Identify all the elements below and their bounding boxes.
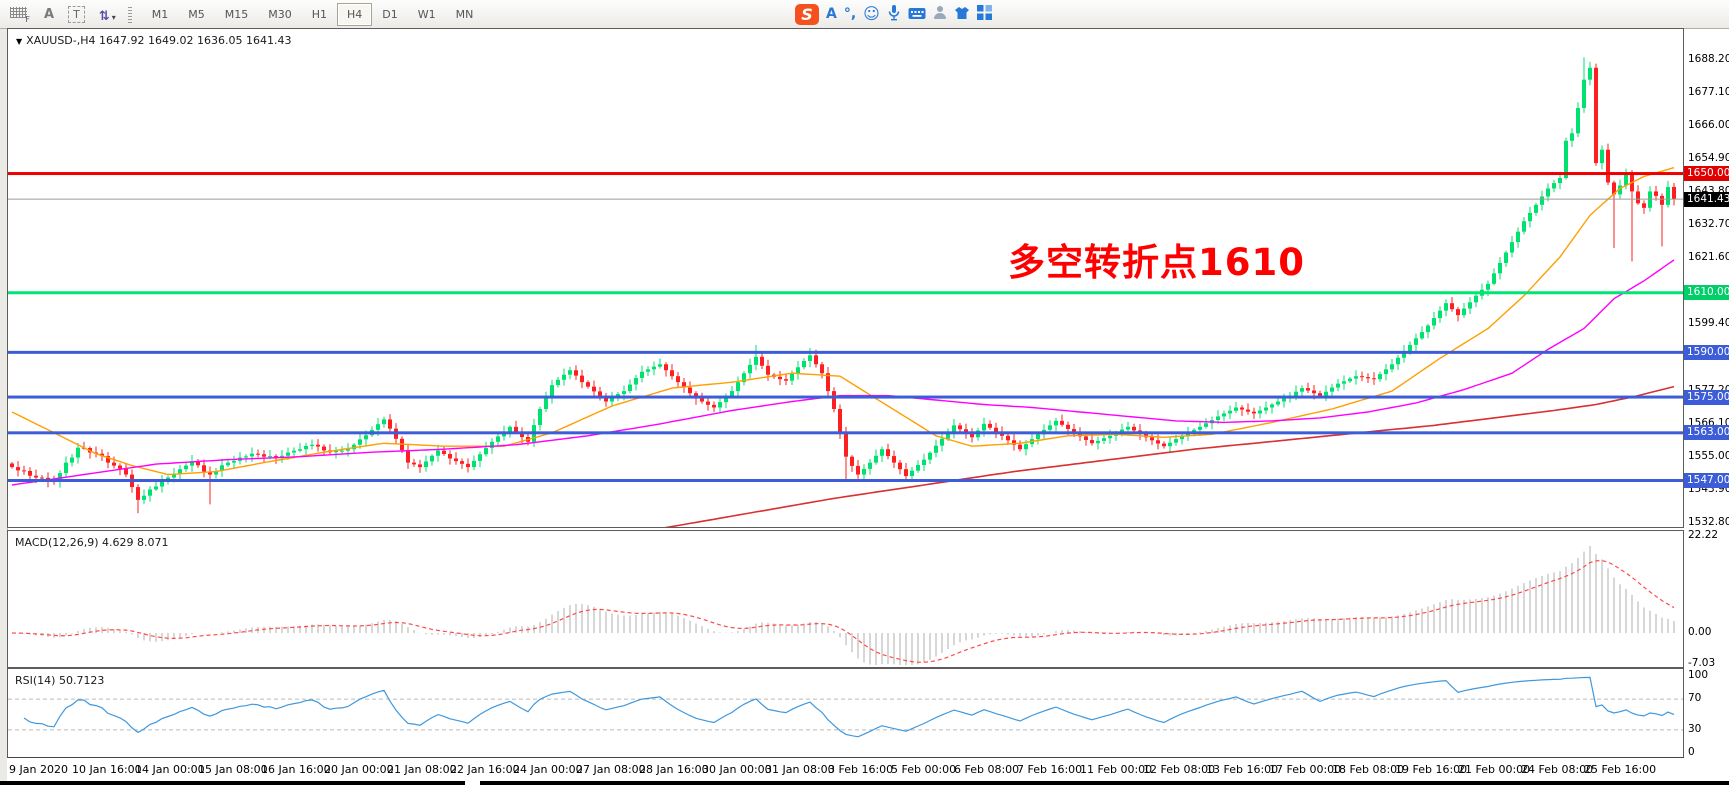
symbol-ohlc-text: XAUUSD-,H4 1647.92 1649.02 1636.05 1641.… <box>26 34 292 47</box>
ime-skin-icon[interactable] <box>954 5 970 24</box>
price-level-badge: 1641.43 <box>1684 191 1729 207</box>
tab-timeframe-m15[interactable]: M15 <box>224 7 249 21</box>
price-tick-label: 1677.10 <box>1688 85 1729 98</box>
rsi-axis-label: 0 <box>1688 746 1695 758</box>
tab-timeframe-h1[interactable]: H1 <box>311 7 327 21</box>
tab-timeframe-w1[interactable]: W1 <box>417 7 436 21</box>
time-axis-label: 17 Feb 00:00 <box>1269 763 1342 776</box>
time-axis-label: 10 Jan 16:00 <box>72 763 142 776</box>
price-level-badge: 1547.00 <box>1684 473 1729 488</box>
macd-chart[interactable] <box>8 531 1683 667</box>
rsi-label: RSI(14) 50.7123 <box>15 674 105 687</box>
time-axis-label: 21 Feb 00:00 <box>1458 763 1531 776</box>
time-axis-label: 22 Jan 16:00 <box>450 763 520 776</box>
horizontal-scrollbar-left[interactable] <box>0 781 465 785</box>
price-level-badge: 1650.00 <box>1684 166 1729 182</box>
time-axis-label: 31 Jan 08:00 <box>765 763 835 776</box>
time-axis-label: 25 Feb 16:00 <box>1584 763 1657 776</box>
macd-pane: MACD(12,26,9) 4.629 8.071 <box>7 530 1684 668</box>
tab-timeframe-m30[interactable]: M30 <box>268 7 292 21</box>
arrange-charts-button[interactable]: ⇅ ▾ <box>99 5 116 24</box>
macd-axis-label: 0.00 <box>1688 626 1712 638</box>
tab-timeframe-mn[interactable]: MN <box>455 7 474 21</box>
macd-axis-label: 22.22 <box>1688 528 1719 541</box>
ime-emoji-icon[interactable]: ☺ <box>863 4 880 23</box>
timeframe-button-group: M1 M5 M15 M30 H1 H4 D1 W1 MN <box>142 2 484 26</box>
symbol-ohlc-readout[interactable]: ▼ XAUUSD-,H4 1647.92 1649.02 1636.05 1641… <box>16 34 291 47</box>
toolbar-separator <box>127 5 132 23</box>
time-axis-label: 13 Feb 16:00 <box>1206 763 1279 776</box>
price-tick-label: 1632.70 <box>1688 218 1729 231</box>
grid-properties-icon[interactable]: F <box>10 6 30 24</box>
time-axis-label: 24 Feb 08:00 <box>1521 763 1594 776</box>
time-axis-label: 6 Feb 08:00 <box>954 763 1020 776</box>
price-tick-label: 1599.40 <box>1688 317 1729 330</box>
time-axis-label: 21 Jan 08:00 <box>387 763 457 776</box>
grid-dots-icon <box>10 6 27 18</box>
time-axis-label: 28 Jan 16:00 <box>639 763 709 776</box>
macd-axis-label: -7.03 <box>1688 656 1716 669</box>
chevron-down-icon: ▾ <box>111 12 116 22</box>
time-axis-label: 7 Feb 16:00 <box>1017 763 1083 776</box>
tab-timeframe-h4[interactable]: H4 <box>337 2 373 26</box>
rsi-axis-label: 70 <box>1688 692 1702 705</box>
tab-timeframe-m1[interactable]: M1 <box>151 7 169 21</box>
macd-label: MACD(12,26,9) 4.629 8.071 <box>15 536 169 549</box>
ma-fast-orange <box>11 166 1675 476</box>
grid-f-label: F <box>25 14 30 24</box>
rsi-pane: RSI(14) 50.7123 <box>7 668 1684 758</box>
price-tick-label: 1621.60 <box>1688 251 1729 264</box>
time-axis-label: 16 Jan 16:00 <box>261 763 331 776</box>
main-chart-pane: ▼ XAUUSD-,H4 1647.92 1649.02 1636.05 1641… <box>7 28 1684 528</box>
time-axis-label: 12 Feb 08:00 <box>1143 763 1216 776</box>
time-axis-label: 15 Jan 08:00 <box>198 763 268 776</box>
ime-account-icon[interactable] <box>933 5 947 24</box>
horizontal-scrollbar-right[interactable] <box>480 781 1729 785</box>
top-toolbar: F A T ⇅ ▾ M1 M5 M15 M30 H1 H4 D1 W1 MN S A °, ☺ <box>0 0 1729 29</box>
price-level-badge: 1575.00 <box>1684 389 1729 405</box>
price-level-badge: 1610.00 <box>1684 285 1729 301</box>
price-axis[interactable]: 1688.201677.101666.001654.901643.801632.… <box>1684 29 1729 780</box>
price-level-badge: 1590.00 <box>1684 344 1729 360</box>
time-axis-label: 5 Feb 00:00 <box>891 763 957 776</box>
rsi-axis-label: 30 <box>1688 722 1702 735</box>
time-axis-label: 3 Feb 16:00 <box>828 763 894 776</box>
ime-microphone-icon[interactable] <box>887 4 901 25</box>
ime-language-icon[interactable]: A <box>826 6 837 22</box>
price-tick-label: 1666.00 <box>1688 118 1729 131</box>
symbol-dropdown-icon[interactable]: ▼ <box>16 37 23 46</box>
ime-keyboard-icon[interactable] <box>908 5 926 24</box>
price-tick-label: 1555.00 <box>1688 449 1729 462</box>
candlestick-chart[interactable] <box>8 29 1683 527</box>
ma-slow-red <box>664 385 1675 527</box>
arrange-arrows-icon: ⇅ <box>98 8 110 24</box>
time-axis[interactable]: 9 Jan 2020 10 Jan 16:00 14 Jan 00:00 15 Jan… <box>7 757 1684 781</box>
ime-apps-grid-icon[interactable] <box>976 4 992 24</box>
price-tick-label: 1532.80 <box>1688 515 1729 528</box>
price-tick-label: 1654.90 <box>1688 151 1729 164</box>
price-tick-label: 1688.20 <box>1688 52 1729 65</box>
time-axis-label: 20 Jan 00:00 <box>324 763 394 776</box>
time-axis-label: 19 Feb 16:00 <box>1395 763 1468 776</box>
time-axis-label: 11 Feb 00:00 <box>1080 763 1153 776</box>
time-axis-label: 24 Jan 00:00 <box>513 763 583 776</box>
font-a-button[interactable]: A <box>44 6 55 22</box>
tab-timeframe-m5[interactable]: M5 <box>188 7 205 21</box>
rsi-chart[interactable] <box>8 669 1683 757</box>
time-axis-label: 18 Feb 08:00 <box>1332 763 1405 776</box>
rsi-axis-label: 100 <box>1688 669 1709 681</box>
time-axis-label: 27 Jan 08:00 <box>576 763 646 776</box>
time-axis-label: 9 Jan 2020 <box>9 763 68 776</box>
time-axis-label: 14 Jan 00:00 <box>135 763 205 776</box>
chart-annotation: 多空转折点1610 <box>1008 241 1305 284</box>
text-label-button[interactable]: T <box>68 5 85 23</box>
ime-punctuation-icon[interactable]: °, <box>843 6 857 22</box>
sogou-logo-icon[interactable]: S <box>795 3 819 25</box>
ime-toolbar: S A °, ☺ <box>795 2 992 26</box>
price-level-badge: 1563.00 <box>1684 425 1729 441</box>
tab-timeframe-d1[interactable]: D1 <box>382 7 398 21</box>
time-axis-label: 30 Jan 00:00 <box>702 763 772 776</box>
